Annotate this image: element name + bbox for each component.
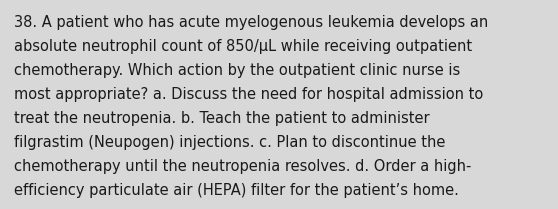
Text: treat the neutropenia. b. Teach the patient to administer: treat the neutropenia. b. Teach the pati… [14,111,430,126]
Text: efficiency particulate air (HEPA) filter for the patient’s home.: efficiency particulate air (HEPA) filter… [14,183,459,198]
Text: absolute neutrophil count of 850/μL while receiving outpatient: absolute neutrophil count of 850/μL whil… [14,39,472,54]
Text: chemotherapy until the neutropenia resolves. d. Order a high-: chemotherapy until the neutropenia resol… [14,159,472,174]
Text: chemotherapy. Which action by the outpatient clinic nurse is: chemotherapy. Which action by the outpat… [14,63,460,78]
Text: 38. A patient who has acute myelogenous leukemia develops an: 38. A patient who has acute myelogenous … [14,15,488,30]
Text: filgrastim (Neupogen) injections. c. Plan to discontinue the: filgrastim (Neupogen) injections. c. Pla… [14,135,445,150]
Text: most appropriate? a. Discuss the need for hospital admission to: most appropriate? a. Discuss the need fo… [14,87,483,102]
